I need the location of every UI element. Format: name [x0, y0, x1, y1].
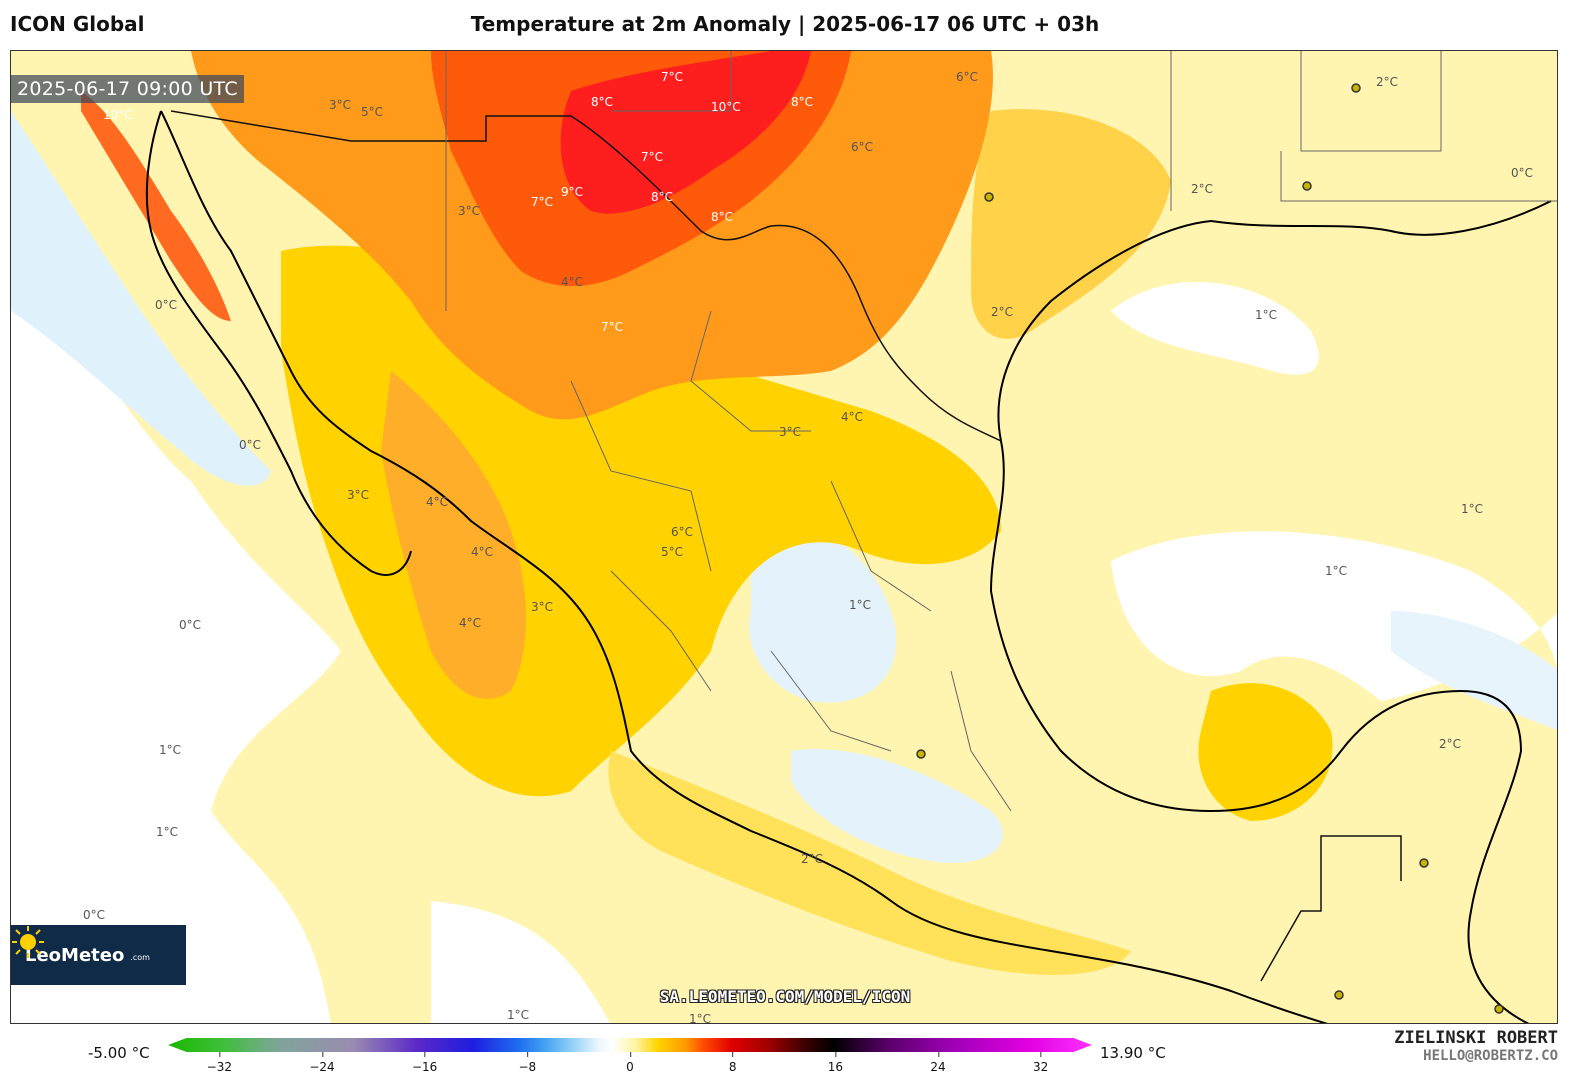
- contour-label: 2°C: [991, 305, 1013, 319]
- warm-area-west-coast: [381, 371, 526, 699]
- valid-time-label: 2025-06-17 09:00 UTC: [11, 75, 244, 103]
- contour-label: 1°C: [689, 1012, 711, 1024]
- contour-label: 2°C: [1376, 75, 1398, 89]
- contour-label: 6°C: [851, 140, 873, 154]
- colorbar-tick: 8: [728, 1052, 737, 1074]
- station-dot: [1302, 181, 1312, 191]
- contour-label: 10°C: [711, 100, 741, 114]
- contour-label: 6°C: [671, 525, 693, 539]
- contour-label: 4°C: [471, 545, 493, 559]
- coastline-gulf: [989, 200, 1552, 1023]
- station-dot: [984, 192, 994, 202]
- station-dot: [1334, 990, 1344, 1000]
- contour-label: 2°C: [1191, 182, 1213, 196]
- contour-label: 8°C: [591, 95, 613, 109]
- coastline-pacific: [160, 110, 1328, 1023]
- colorbar-tick: −16: [411, 1052, 438, 1074]
- contour-label: 0°C: [179, 618, 201, 632]
- neutral-area-sw: [431, 901, 610, 1023]
- contour-label: 4°C: [426, 495, 448, 509]
- station-dot: [916, 749, 926, 759]
- author-email[interactable]: HELLO@ROBERTZ.CO: [1423, 1048, 1558, 1064]
- cool-area-baja: [11, 111, 271, 486]
- station-dot: [1494, 1004, 1504, 1014]
- map-title: Temperature at 2m Anomaly | 2025-06-17 0…: [470, 12, 1100, 36]
- contour-label: 3°C: [779, 425, 801, 439]
- hot-area-baja-strip: [81, 91, 231, 321]
- contour-label: 7°C: [661, 70, 683, 84]
- mild-area-south-mexico: [608, 751, 1131, 975]
- contour-label: 1°C: [849, 598, 871, 612]
- hot-area-peak: [560, 51, 811, 214]
- contour-label: 7°C: [531, 195, 553, 209]
- contour-label: 1°C: [1255, 308, 1277, 322]
- contour-label: 3°C: [347, 488, 369, 502]
- mild-area-gulf: [1198, 683, 1333, 821]
- colorbar-tick: 32: [1033, 1052, 1049, 1074]
- contour-label: 4°C: [561, 275, 583, 289]
- colorbar-tick: 16: [827, 1052, 843, 1074]
- contour-label: 1°C: [507, 1008, 529, 1022]
- contour-label: 8°C: [711, 210, 733, 224]
- border-guatemala: [1260, 835, 1402, 982]
- author-name: ZIELINSKI ROBERT: [1394, 1028, 1558, 1048]
- colorbar-tick: 24: [930, 1052, 946, 1074]
- contour-label: 2°C: [1439, 737, 1461, 751]
- logo-domain: .com: [130, 953, 150, 962]
- leometeo-logo[interactable]: LeoMeteo .com: [11, 925, 186, 985]
- contour-label: 9°C: [561, 185, 583, 199]
- logo-name: LeoMeteo: [25, 944, 125, 966]
- colorbar-max-label: 13.90 °C: [1100, 1044, 1166, 1062]
- contour-label: 0°C: [1511, 166, 1533, 180]
- map-canvas: 10°C 10°C 9°C 8°C 8°C 8°C 8°C 7°C 7°C 7°…: [11, 51, 1557, 1024]
- station-dot: [1419, 858, 1429, 868]
- model-name: ICON Global: [10, 12, 145, 36]
- station-markers: [916, 83, 1504, 1014]
- contour-labels: 10°C 10°C 9°C 8°C 8°C 8°C 8°C 7°C 7°C 7°…: [83, 70, 1533, 1024]
- colorbar: [168, 1038, 1092, 1052]
- state-borders-us: [445, 51, 1557, 311]
- contour-label: 4°C: [459, 616, 481, 630]
- colorbar-tick: −8: [518, 1052, 537, 1074]
- state-borders-mexico: [570, 310, 1012, 812]
- contour-label: 8°C: [651, 190, 673, 204]
- coastline-baja-peninsula: [145, 110, 412, 576]
- colorbar-tick: −32: [206, 1052, 232, 1074]
- contour-label: 0°C: [155, 298, 177, 312]
- contour-label: 2°C: [801, 852, 823, 866]
- contour-label: 1°C: [1325, 564, 1347, 578]
- contour-label: 5°C: [361, 105, 383, 119]
- station-dot: [1351, 83, 1361, 93]
- cool-area-south: [791, 749, 1003, 863]
- sun-icon: [12, 926, 44, 958]
- contour-label: 4°C: [841, 410, 863, 424]
- colorbar-tick: 0: [626, 1052, 634, 1074]
- cool-area-plateau: [749, 519, 897, 703]
- contour-label: 7°C: [641, 150, 663, 164]
- contour-label: 5°C: [661, 545, 683, 559]
- contour-label: 1°C: [1461, 502, 1483, 516]
- contour-label: 3°C: [329, 98, 351, 112]
- neutral-area-gulf-north: [1111, 282, 1319, 375]
- colorbar-ticks: −32 −24 −16 −8 0 8 16 24 32: [168, 1052, 1092, 1076]
- colorbar-min-label: -5.00 °C: [88, 1044, 150, 1062]
- website-watermark: SA.LEOMETEO.COM/MODEL/ICON: [659, 987, 911, 1006]
- contour-label: 1°C: [159, 743, 181, 757]
- colorbar-tick: −24: [309, 1052, 335, 1074]
- contour-label: 3°C: [458, 204, 480, 218]
- mild-area-texas: [971, 109, 1171, 339]
- map-area[interactable]: 10°C 10°C 9°C 8°C 8°C 8°C 8°C 7°C 7°C 7°…: [10, 50, 1558, 1024]
- contour-label: 7°C: [601, 320, 623, 334]
- contour-label: 8°C: [791, 95, 813, 109]
- contour-label: 0°C: [83, 908, 105, 922]
- cool-area-east: [1391, 611, 1557, 731]
- neutral-area-pacific: [11, 251, 341, 1023]
- contour-label: 1°C: [156, 825, 178, 839]
- contour-label: 3°C: [531, 600, 553, 614]
- border-us-mexico: [170, 110, 1002, 442]
- author-credit: ZIELINSKI ROBERT HELLO@ROBERTZ.CO: [1394, 1028, 1558, 1064]
- contour-label: 6°C: [956, 70, 978, 84]
- contour-label: 0°C: [239, 438, 261, 452]
- contour-label: 10°C: [103, 108, 133, 122]
